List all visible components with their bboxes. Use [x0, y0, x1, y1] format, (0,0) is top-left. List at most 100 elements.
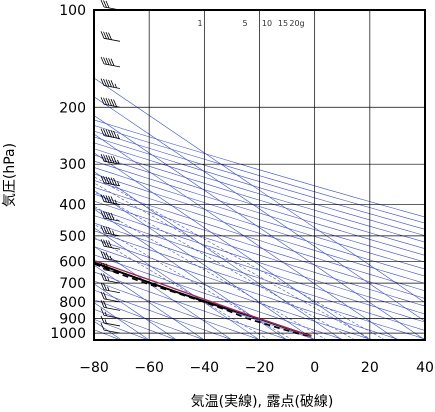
wind-barb: [100, 282, 121, 294]
wind-barb-flag: [103, 176, 107, 184]
y-tick-label: 200: [59, 100, 86, 116]
mixing-ratio-line: [94, 176, 386, 340]
wind-barb-flag: [103, 262, 107, 271]
wind-barb-flag: [110, 98, 115, 107]
wind-barb-flag: [103, 273, 107, 281]
wind-barb-flag: [100, 322, 105, 331]
wind-barb-shaft: [103, 298, 121, 303]
wind-barb-flag: [105, 252, 110, 260]
wind-barb-flag: [113, 177, 117, 186]
wind-barb-flag: [113, 156, 117, 164]
dry-adiabat-line: [94, 238, 401, 340]
wind-barb-flag: [100, 225, 105, 234]
dry-adiabat-line: [94, 262, 317, 340]
dry-adiabat-line: [94, 299, 205, 340]
wind-barb-flag: [100, 0, 105, 8]
wind-barb: [100, 322, 121, 334]
mixing-ratio-label: 10: [262, 19, 272, 28]
wind-barb-shaft: [103, 160, 121, 165]
isotherm-line: [94, 115, 425, 340]
isotherm-line: [94, 227, 260, 340]
wind-barb-flag: [110, 130, 115, 138]
wind-barb-flag: [105, 32, 110, 40]
wind-barb-shaft: [103, 314, 121, 319]
wind-barb-flag: [100, 31, 105, 39]
wind-barb-flag: [100, 97, 105, 105]
wind-barb-flag: [105, 239, 110, 248]
mixing-ratio-line: [94, 236, 270, 340]
dry-adiabat-line: [94, 130, 425, 230]
isotherm-line: [94, 133, 398, 340]
mixing-ratio-line: [94, 182, 373, 340]
wind-barb-flag: [105, 263, 110, 271]
wind-barb-flag: [105, 176, 110, 184]
dry-adiabat-line: [94, 200, 425, 307]
wind-barb-flag: [108, 98, 112, 106]
wind-barb-flag: [103, 300, 107, 308]
y-axis-label: 気圧(hPa): [2, 143, 18, 207]
x-tick-label: 20: [361, 360, 379, 376]
y-tick-label: 1000: [50, 326, 86, 342]
wind-barb-flag: [108, 79, 112, 88]
wind-barb-flag: [110, 155, 115, 164]
wind-barb-shaft: [103, 103, 121, 108]
wind-barb-shaft: [103, 85, 121, 89]
y-tick-label: 100: [59, 3, 86, 19]
wind-barb: [100, 175, 121, 187]
wind-barb-half-flag: [117, 181, 120, 186]
wind-barb-flag: [108, 212, 112, 220]
dry-adiabat-line: [94, 125, 425, 224]
dry-adiabat-line: [94, 136, 425, 236]
series-layer: [94, 259, 312, 337]
wind-barb-flag: [100, 262, 105, 270]
wind-barb-flag: [105, 79, 110, 87]
wind-barb: [100, 128, 121, 139]
x-tick-label: 0: [310, 360, 319, 376]
wind-barb: [100, 0, 121, 11]
wind-barb-shaft: [103, 182, 121, 187]
mixing-ratio-label: 1: [197, 19, 202, 28]
wind-barb-flag: [100, 194, 105, 202]
y-tick-label: 600: [59, 254, 86, 270]
wind-barb-flag: [100, 300, 105, 308]
wind-barb-flag: [110, 196, 115, 204]
wind-barb-flag: [108, 177, 112, 185]
wind-barb-flag: [110, 212, 115, 221]
isotherm-line: [94, 171, 343, 340]
wind-barb-flag: [100, 175, 105, 183]
y-tick-label: 900: [59, 311, 86, 327]
wind-barb-half-flag: [117, 134, 120, 139]
wind-barb-flag: [105, 57, 110, 65]
wind-barb-flag: [108, 195, 112, 204]
wind-barb-flag: [105, 98, 110, 106]
isotherm-line: [94, 283, 177, 340]
wind-barb-flag: [100, 56, 105, 65]
y-tick-label: 400: [59, 198, 86, 214]
mixing-ratio-label: 20g: [289, 19, 304, 28]
wind-barb-flag: [108, 129, 112, 138]
wind-barb-half-flag: [117, 159, 120, 165]
wind-barb-shaft: [103, 322, 121, 327]
wind-barb-flag: [103, 251, 107, 260]
wind-barb: [100, 315, 121, 327]
wind-barb-half-flag: [104, 319, 107, 324]
wind-barb-flag: [103, 128, 107, 137]
wind-barb: [100, 262, 121, 274]
wind-barb-shaft: [103, 289, 121, 294]
wind-barb-flag: [105, 129, 110, 137]
isotherm-line: [94, 96, 425, 322]
wind-barb-flag: [108, 58, 112, 66]
y-tick-label: 500: [59, 229, 86, 245]
wind-barb: [100, 210, 121, 222]
isotherm-line: [94, 246, 233, 340]
wind-barb: [100, 97, 121, 108]
dry-adiabat-line: [94, 222, 425, 331]
wind-barb: [100, 78, 121, 89]
wind-barb-flag: [103, 292, 107, 300]
wind-barb: [100, 239, 121, 250]
wind-barb-flag: [103, 154, 107, 162]
mixing-ratio-line: [94, 205, 327, 340]
y-tick-label: 300: [59, 157, 86, 173]
wind-barb: [100, 251, 121, 262]
dry-adiabat-line: [94, 193, 425, 299]
